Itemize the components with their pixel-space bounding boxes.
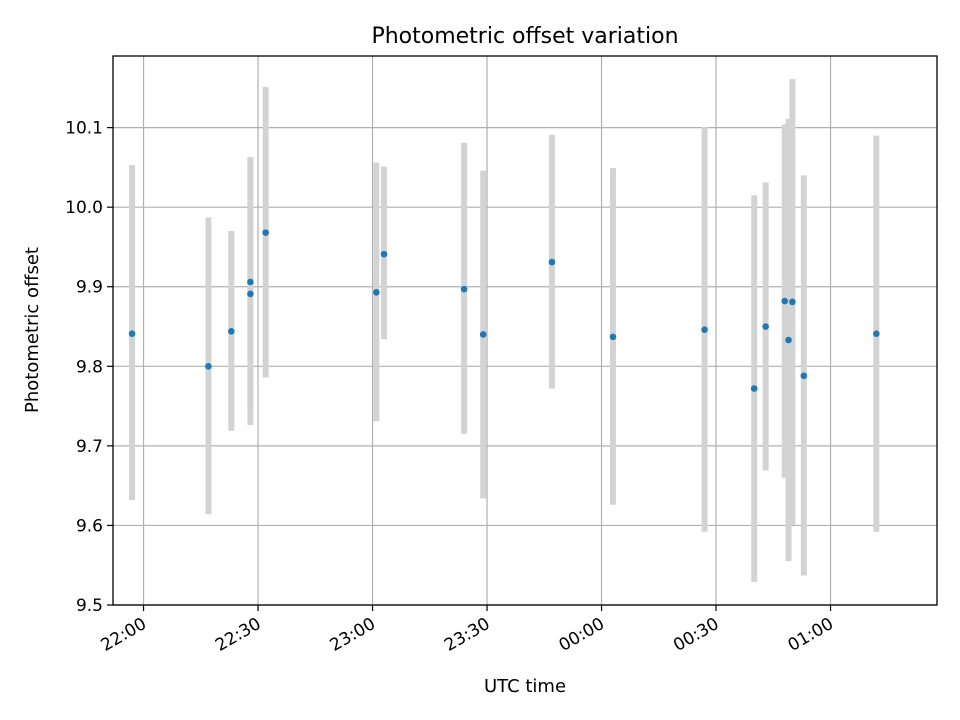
x-tick-label: 00:30: [670, 614, 722, 656]
y-tick-label: 9.5: [76, 596, 103, 616]
x-tick-label: 23:00: [327, 614, 379, 656]
x-tick-label: 22:00: [98, 614, 150, 656]
y-tick-label: 10.1: [65, 119, 103, 139]
x-tick-label: 22:30: [212, 614, 264, 656]
y-axis-ticks: 9.5 9.6 9.7 9.8 9.9 10.0 10.1: [65, 119, 113, 616]
chart-title: Photometric offset variation: [371, 24, 678, 49]
error-bars: [129, 79, 880, 582]
grid: [113, 56, 937, 606]
data-point: [373, 289, 380, 296]
data-point: [781, 297, 789, 305]
data-point: [247, 278, 254, 286]
data-point: [789, 298, 796, 306]
y-axis-label: Photometric offset: [22, 247, 43, 413]
x-axis-ticks: 22:00 22:30 23:00 23:30 00:00 00:30 01:00: [98, 605, 837, 656]
data-point: [873, 330, 880, 337]
y-tick-label: 9.7: [76, 437, 103, 457]
data-point: [701, 326, 708, 334]
data-point: [609, 333, 617, 341]
y-tick-label: 10.0: [65, 198, 103, 218]
data-point: [247, 290, 254, 298]
data-point: [548, 258, 556, 266]
x-tick-label: 00:00: [556, 614, 608, 656]
y-tick-label: 9.8: [76, 357, 103, 377]
data-points: [128, 229, 880, 392]
data-point: [785, 336, 792, 344]
x-tick-label: 01:00: [785, 614, 837, 656]
x-tick-label: 23:30: [441, 614, 493, 656]
data-point: [750, 385, 758, 392]
data-point: [800, 372, 808, 380]
data-point: [460, 285, 468, 293]
plot-frame: [112, 55, 938, 606]
data-point: [380, 250, 388, 258]
data-point: [228, 327, 235, 335]
x-axis-label: UTC time: [484, 676, 566, 697]
data-point: [128, 330, 136, 337]
data-point: [479, 331, 487, 338]
data-point: [262, 229, 269, 236]
data-point: [205, 363, 212, 370]
data-point: [762, 323, 769, 330]
y-tick-label: 9.6: [76, 516, 103, 536]
y-tick-label: 9.9: [76, 278, 103, 298]
